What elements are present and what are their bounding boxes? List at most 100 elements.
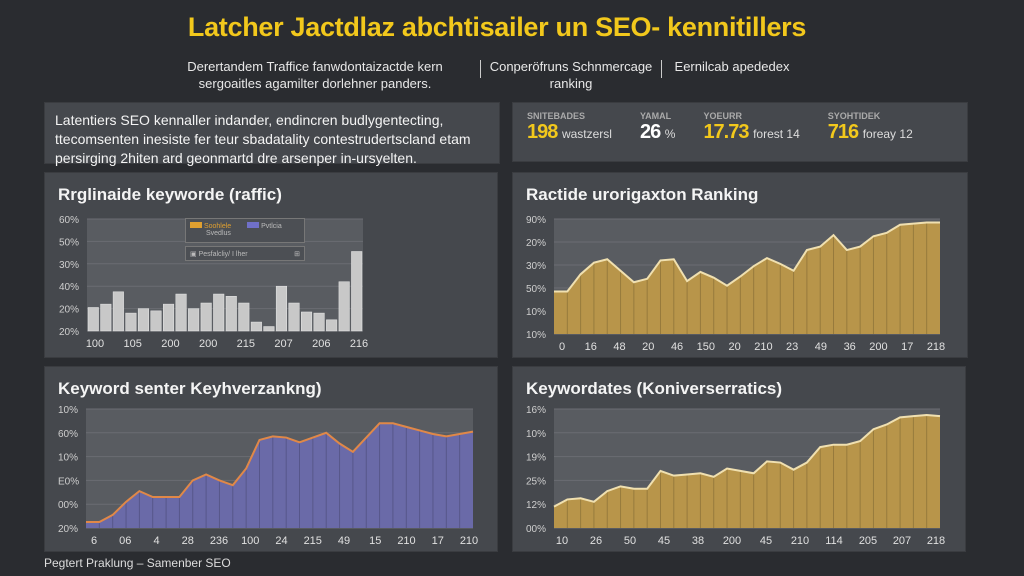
stat-4: SYOHTIDEK 716 foreay 12	[828, 111, 913, 153]
legend-sublabel: Svedlus	[206, 230, 231, 237]
bar	[351, 251, 363, 332]
x-tick-label: 49	[815, 341, 827, 353]
bar	[326, 319, 338, 332]
legend-label: Pvtlcia	[261, 223, 282, 230]
stat-number: 17.73	[703, 121, 749, 143]
x-tick-label: 38	[692, 535, 704, 547]
expand-icon[interactable]: ⊞	[294, 251, 300, 258]
divider	[480, 60, 481, 78]
y-tick-label: 00%	[58, 500, 78, 511]
x-tick-label: 48	[613, 341, 625, 353]
y-tick-label: 50%	[59, 237, 79, 248]
x-tick-label: 17	[432, 535, 444, 547]
stat-label: YOEURR	[703, 111, 742, 121]
x-tick-label: 49	[338, 535, 350, 547]
footer: Pegtert Praklung – Samenber SEO	[44, 556, 231, 570]
bar	[275, 285, 287, 332]
y-tick-label: 16%	[526, 405, 546, 416]
y-tick-label: 00%	[526, 524, 546, 535]
subtitle-3: Eernilcab apededex	[674, 59, 790, 74]
x-tick-label: 210	[754, 341, 772, 353]
x-tick-label: 23	[786, 341, 798, 353]
bar	[87, 307, 99, 332]
intro-panel: Latentiers SEO kennaller indander, endin…	[44, 102, 500, 166]
x-tick-label: 207	[893, 535, 911, 547]
stat-number: 716	[827, 121, 859, 143]
chart-panel-keyword-ranking: 10% 60% 10% E0% 00% 20% 6 06 4 28 236 100 24 215 49 15 2…	[44, 366, 498, 552]
bar	[137, 308, 149, 332]
x-tick-label: 28	[182, 535, 194, 547]
y-tick-label: 50%	[526, 284, 546, 295]
stat-value: 716 foreay 12	[828, 121, 913, 144]
x-tick-label: 215	[237, 338, 255, 350]
bar	[338, 281, 350, 332]
x-tick-label: 236	[210, 535, 228, 547]
x-tick-label: 100	[86, 338, 104, 350]
stat-label: YAMAL	[639, 111, 672, 121]
y-tick-label: 10%	[58, 405, 78, 416]
chart-panel-ranking: 90% 20% 30% 50% 10% 10% 0 16 48 20 46 150 20 210 23 49 3…	[512, 172, 968, 358]
x-tick-label: 45	[658, 535, 670, 547]
x-tick-label: 210	[460, 535, 478, 547]
y-tick-label: 20%	[59, 305, 79, 316]
legend-filter-label: Pesfalcliy/ I lher	[198, 251, 248, 258]
stat-value: 26 %	[640, 121, 675, 144]
x-tick-label: 45	[760, 535, 772, 547]
y-tick-label: 10%	[526, 330, 546, 341]
stat-value: 198 wastzersl	[527, 121, 612, 144]
chart-panel-conversion: 16% 10% 19% 25% 12% 00% 10 26 50 45 38 200 45 210 114 2…	[512, 366, 966, 552]
x-tick-label: 218	[927, 341, 945, 353]
y-tick-label: 10%	[526, 307, 546, 318]
chart-title: Keyword senter Keyhverzankng)	[58, 379, 322, 398]
series-line	[554, 221, 940, 293]
area-fill	[554, 414, 940, 528]
subtitle-1: Derertandem Traffice fanwdontaizactde ke…	[187, 59, 443, 91]
x-tick-label: 206	[312, 338, 330, 350]
page-title: Latcher Jactdlaz abchtisailer un SEO- ke…	[187, 12, 807, 42]
x-tick-label: 15	[369, 535, 381, 547]
stat-1: SNITEBADES 198 wastzersl	[527, 111, 612, 153]
x-tick-label: 0	[559, 341, 565, 353]
x-tick-label: 20	[642, 341, 654, 353]
x-tick-label: 210	[791, 535, 809, 547]
x-tick-label: 46	[671, 341, 683, 353]
area-chart: 90% 20% 30% 50% 10% 10% 0 16 48 20 46 150 20 210 23 49 3…	[526, 215, 945, 353]
x-tick-label: 24	[275, 535, 287, 547]
x-tick-label: 200	[161, 338, 179, 350]
x-tick-label: 06	[119, 535, 131, 547]
legend-box: Soohlele Pvtlcia Svedlus	[185, 218, 305, 243]
bar	[188, 308, 200, 332]
y-tick-label: 60%	[58, 429, 78, 440]
x-tick-label: 215	[304, 535, 322, 547]
bar	[125, 312, 137, 332]
chart-title: Rrglinaide keyworde (raffic)	[58, 185, 282, 204]
stat-number: 198	[527, 121, 558, 143]
stat-suffix: forest 14	[753, 127, 800, 141]
stat-number: 26	[639, 121, 661, 143]
subtitle: Derertandem Traffice fanwdontaizactde ke…	[150, 58, 802, 92]
area-chart: 10% 60% 10% E0% 00% 20% 6 06 4 28 236 100 24 215 49 15 2…	[58, 405, 478, 547]
series-line	[86, 422, 474, 524]
chart-title: Keywordates (Koniverserratics)	[526, 379, 783, 398]
bar	[301, 311, 313, 332]
x-tick-label: 20	[728, 341, 740, 353]
bar	[225, 296, 237, 332]
x-tick-label: 207	[274, 338, 292, 350]
divider	[661, 60, 662, 78]
y-tick-label: 12%	[526, 500, 546, 511]
bar	[288, 302, 300, 332]
x-tick-label: 100	[241, 535, 259, 547]
y-tick-label: 20%	[526, 238, 546, 249]
stat-label: SNITEBADES	[527, 111, 586, 121]
legend-filter[interactable]: ▣ Pesfalcliy/ I lher ⊞	[185, 246, 305, 261]
x-tick-label: 4	[153, 535, 159, 547]
subtitle-2: Conperöfruns Schnmercage ranking	[489, 59, 653, 91]
x-tick-label: 17	[901, 341, 913, 353]
bar	[263, 326, 275, 332]
x-tick-label: 200	[723, 535, 741, 547]
y-tick-label: 20%	[59, 327, 79, 338]
area-fill	[86, 423, 473, 528]
x-tick-label: 114	[825, 535, 843, 547]
x-tick-label: 16	[585, 341, 597, 353]
bar	[250, 321, 262, 332]
